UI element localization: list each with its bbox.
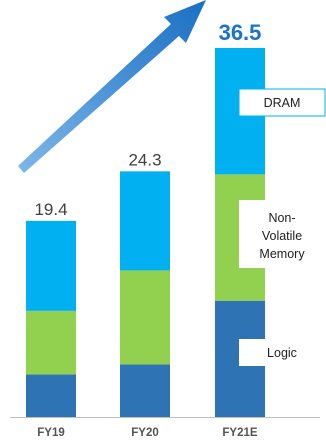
segment-label-logic-text: Logic — [267, 346, 297, 360]
segment-label-logic: Logic — [239, 339, 325, 366]
category-label-fy21e: FY21E — [222, 427, 257, 439]
segment-label-dram-text: DRAM — [264, 96, 301, 110]
bar-segment-non-volatile-memory-fy20 — [120, 270, 170, 364]
bar-segment-non-volatile-memory-fy19 — [26, 311, 76, 375]
category-label-fy20: FY20 — [131, 427, 159, 439]
segment-label-nvm-line-3: Memory — [259, 247, 305, 261]
bar-segment-logic-fy20 — [120, 364, 170, 417]
segment-label-non-volatile-memory: Non- Volatile Memory — [239, 200, 325, 268]
segment-label-dram: DRAM — [239, 89, 325, 116]
segment-label-nvm-line-1: Non- — [268, 211, 295, 225]
category-label-fy19: FY19 — [37, 427, 65, 439]
bar-segment-dram-fy19 — [26, 221, 76, 311]
trend-arrow — [18, 0, 206, 173]
segment-label-nvm-line-2: Volatile — [262, 229, 302, 243]
bar-segment-logic-fy19 — [26, 375, 76, 417]
bar-segment-dram-fy20 — [120, 171, 170, 270]
total-label-fy19: 19.4 — [34, 200, 67, 219]
total-label-fy20: 24.3 — [128, 150, 161, 169]
total-label-fy21e: 36.5 — [219, 20, 262, 45]
